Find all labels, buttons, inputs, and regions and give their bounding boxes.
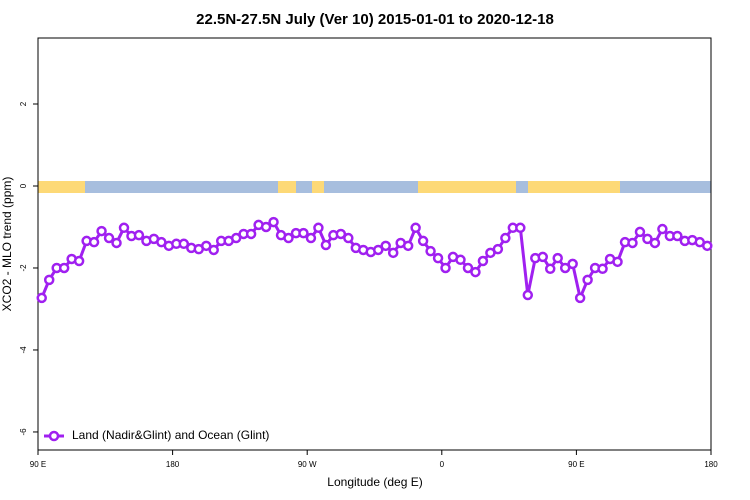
x-tick-label: 0 — [440, 460, 445, 469]
y-tick-label: 2 — [19, 101, 28, 106]
data-point — [470, 266, 481, 278]
data-point — [627, 237, 638, 249]
data-point — [672, 230, 683, 242]
data-point — [567, 258, 578, 270]
data-point — [544, 263, 556, 275]
data-point — [387, 247, 399, 259]
x-axis-label: Longitude (deg E) — [327, 475, 422, 489]
data-point — [88, 236, 100, 248]
data-point — [597, 263, 608, 275]
data-point — [313, 222, 324, 234]
chart-title: 22.5N-27.5N July (Ver 10) 2015-01-01 to … — [196, 11, 554, 28]
data-point — [96, 225, 107, 237]
data-point — [552, 252, 563, 264]
data-point — [380, 240, 391, 252]
data-point — [417, 235, 429, 247]
x-tick-label: 90 W — [298, 460, 317, 469]
data-point — [500, 232, 511, 244]
data-point — [477, 255, 489, 267]
legend-marker — [48, 430, 60, 442]
data-point — [574, 292, 586, 304]
data-point — [36, 292, 47, 304]
data-point — [118, 222, 130, 234]
data-point — [440, 262, 451, 274]
data-point — [283, 232, 294, 244]
data-point — [73, 255, 85, 267]
data-point — [305, 232, 317, 244]
data-point — [455, 254, 466, 266]
data-point — [320, 239, 332, 251]
data-point — [402, 240, 414, 252]
x-tick-label: 180 — [704, 460, 718, 469]
data-point — [268, 216, 279, 228]
data-point — [245, 228, 257, 240]
data-point — [58, 262, 70, 274]
data-point — [335, 228, 347, 240]
land-ocean-band — [38, 181, 711, 193]
y-tick-label: 0 — [19, 183, 28, 188]
data-point — [298, 227, 309, 239]
data-point — [133, 229, 145, 241]
x-tick-label: 90 E — [30, 460, 46, 469]
data-point — [612, 256, 623, 268]
data-point — [208, 244, 219, 256]
data-point — [178, 238, 190, 250]
data-point — [515, 222, 526, 234]
y-tick-label: -6 — [19, 428, 28, 436]
data-point — [634, 226, 646, 238]
data-point — [537, 251, 548, 263]
data-point — [642, 233, 653, 245]
data-point — [657, 223, 668, 235]
y-tick-label: -4 — [19, 346, 28, 354]
data-point — [559, 262, 571, 274]
data-point — [230, 232, 242, 244]
data-point — [522, 289, 534, 301]
data-point — [649, 237, 661, 249]
data-point — [111, 237, 122, 249]
plot-frame — [37, 37, 712, 451]
data-point — [492, 243, 504, 255]
data-point — [260, 221, 272, 233]
data-point — [43, 274, 55, 286]
data-point — [432, 252, 444, 264]
x-tick-label: 180 — [166, 460, 180, 469]
data-point — [201, 240, 212, 252]
x-tick-label: 90 E — [568, 460, 584, 469]
y-tick-label: -2 — [19, 264, 28, 272]
data-point — [103, 232, 115, 244]
data-point — [372, 244, 384, 256]
data-point — [462, 262, 474, 274]
data-point — [425, 245, 436, 257]
data-point — [702, 240, 713, 252]
legend-label: Land (Nadir&Glint) and Ocean (Glint) — [72, 428, 269, 442]
data-point — [343, 232, 354, 244]
y-axis-label: XCO2 - MLO trend (ppm) — [0, 177, 14, 312]
data-point — [582, 274, 593, 286]
data-point — [410, 222, 421, 234]
